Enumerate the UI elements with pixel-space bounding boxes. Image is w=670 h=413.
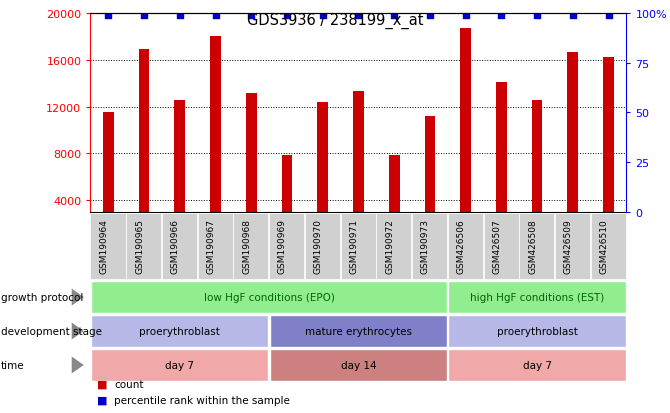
Text: GDS3936 / 238199_x_at: GDS3936 / 238199_x_at bbox=[247, 12, 423, 28]
Text: GSM426506: GSM426506 bbox=[457, 219, 466, 274]
Text: proerythroblast: proerythroblast bbox=[139, 326, 220, 336]
Bar bbox=[139, 50, 149, 247]
Text: GSM190966: GSM190966 bbox=[171, 219, 180, 274]
Text: percentile rank within the sample: percentile rank within the sample bbox=[114, 395, 289, 405]
Bar bbox=[353, 92, 364, 247]
Text: time: time bbox=[1, 360, 24, 370]
Point bbox=[532, 13, 543, 19]
Point bbox=[460, 13, 471, 19]
Text: day 14: day 14 bbox=[340, 360, 377, 370]
Bar bbox=[210, 37, 221, 247]
Bar bbox=[174, 100, 185, 247]
Text: GSM426507: GSM426507 bbox=[492, 219, 501, 274]
Bar bbox=[460, 29, 471, 247]
Text: day 7: day 7 bbox=[523, 360, 551, 370]
Text: mature erythrocytes: mature erythrocytes bbox=[305, 326, 412, 336]
Text: growth protocol: growth protocol bbox=[1, 292, 83, 302]
Point bbox=[353, 13, 364, 19]
Text: GSM426510: GSM426510 bbox=[600, 219, 608, 274]
Point bbox=[281, 13, 292, 19]
Bar bbox=[318, 103, 328, 247]
Text: GSM426509: GSM426509 bbox=[564, 219, 573, 274]
Bar bbox=[246, 93, 257, 247]
Text: GSM190969: GSM190969 bbox=[278, 219, 287, 274]
Bar bbox=[603, 58, 614, 247]
Text: GSM190965: GSM190965 bbox=[135, 219, 144, 274]
Text: GSM190972: GSM190972 bbox=[385, 219, 394, 274]
Text: proerythroblast: proerythroblast bbox=[496, 326, 578, 336]
Text: GSM190964: GSM190964 bbox=[99, 219, 109, 274]
Text: GSM190967: GSM190967 bbox=[206, 219, 216, 274]
Bar bbox=[532, 100, 543, 247]
Text: count: count bbox=[114, 379, 143, 389]
Point bbox=[389, 13, 399, 19]
Bar bbox=[389, 155, 399, 247]
Text: GSM190973: GSM190973 bbox=[421, 219, 430, 274]
Text: high HgF conditions (EST): high HgF conditions (EST) bbox=[470, 292, 604, 302]
Point bbox=[210, 13, 221, 19]
Point bbox=[567, 13, 578, 19]
Point bbox=[496, 13, 507, 19]
Bar bbox=[103, 113, 114, 247]
Bar bbox=[281, 155, 292, 247]
Bar bbox=[567, 52, 578, 247]
Point bbox=[425, 13, 436, 19]
Text: development stage: development stage bbox=[1, 326, 102, 336]
Text: GSM190971: GSM190971 bbox=[350, 219, 358, 274]
Point bbox=[139, 13, 149, 19]
Text: GSM426508: GSM426508 bbox=[528, 219, 537, 274]
Bar bbox=[496, 83, 507, 247]
Text: GSM190970: GSM190970 bbox=[314, 219, 323, 274]
Text: GSM190968: GSM190968 bbox=[243, 219, 251, 274]
Text: day 7: day 7 bbox=[165, 360, 194, 370]
Point bbox=[103, 13, 114, 19]
Point bbox=[246, 13, 257, 19]
Bar bbox=[425, 116, 436, 247]
Text: ■: ■ bbox=[97, 379, 108, 389]
Point bbox=[318, 13, 328, 19]
Point bbox=[603, 13, 614, 19]
Text: ■: ■ bbox=[97, 395, 108, 405]
Point bbox=[174, 13, 185, 19]
Text: low HgF conditions (EPO): low HgF conditions (EPO) bbox=[204, 292, 334, 302]
